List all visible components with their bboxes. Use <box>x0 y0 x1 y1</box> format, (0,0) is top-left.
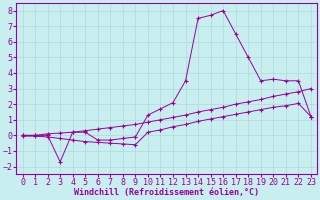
X-axis label: Windchill (Refroidissement éolien,°C): Windchill (Refroidissement éolien,°C) <box>74 188 259 197</box>
